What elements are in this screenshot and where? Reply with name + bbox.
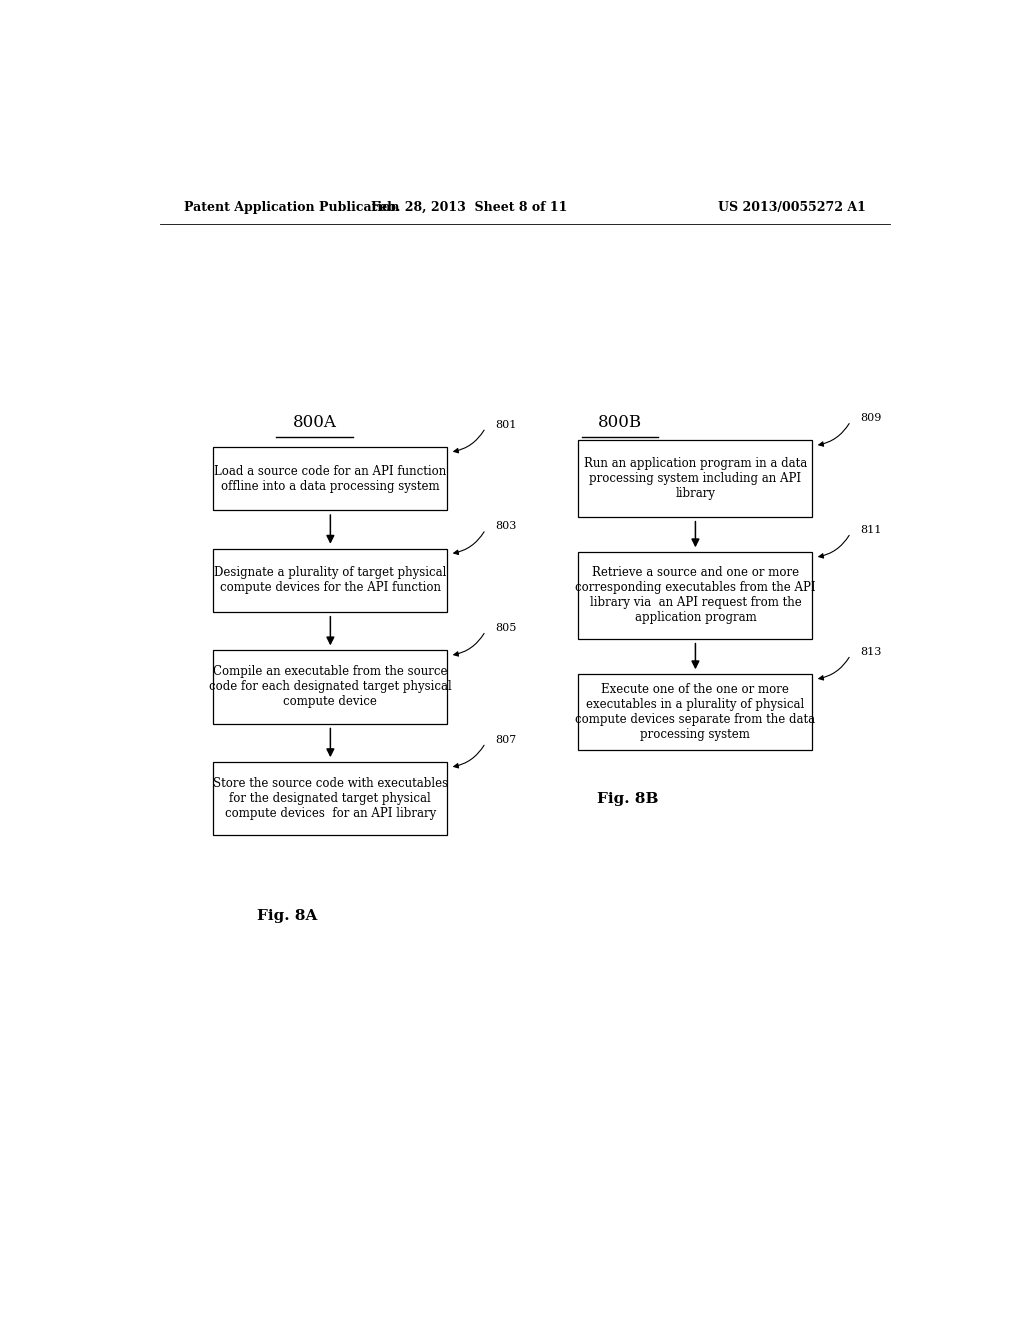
Text: 805: 805	[495, 623, 516, 634]
Bar	[579, 441, 812, 516]
Text: Compile an executable from the source
code for each designated target physical
c: Compile an executable from the source co…	[209, 665, 452, 709]
Text: Fig. 8A: Fig. 8A	[257, 908, 316, 923]
Bar	[213, 651, 447, 723]
Text: 811: 811	[860, 525, 882, 535]
Text: 807: 807	[495, 735, 516, 744]
Text: Retrieve a source and one or more
corresponding executables from the API
library: Retrieve a source and one or more corres…	[575, 566, 816, 624]
Bar	[213, 762, 447, 836]
Text: US 2013/0055272 A1: US 2013/0055272 A1	[718, 201, 866, 214]
Text: Fig. 8B: Fig. 8B	[597, 792, 658, 805]
Text: Execute one of the one or more
executables in a plurality of physical
compute de: Execute one of the one or more executabl…	[575, 684, 815, 742]
Text: 809: 809	[860, 413, 882, 424]
Bar	[579, 675, 812, 751]
Text: Load a source code for an API function
offline into a data processing system: Load a source code for an API function o…	[214, 465, 446, 492]
Text: 800A: 800A	[293, 414, 337, 432]
Text: Store the source code with executables
for the designated target physical
comput: Store the source code with executables f…	[213, 777, 447, 820]
Text: 801: 801	[495, 420, 516, 430]
Text: 800B: 800B	[598, 414, 642, 432]
Bar	[213, 447, 447, 510]
Bar	[213, 549, 447, 611]
Text: Run an application program in a data
processing system including an API
library: Run an application program in a data pro…	[584, 457, 807, 500]
Text: Feb. 28, 2013  Sheet 8 of 11: Feb. 28, 2013 Sheet 8 of 11	[371, 201, 567, 214]
Text: Designate a plurality of target physical
compute devices for the API function: Designate a plurality of target physical…	[214, 566, 446, 594]
Text: 813: 813	[860, 647, 882, 657]
Text: 803: 803	[495, 521, 516, 532]
Bar	[579, 552, 812, 639]
Text: Patent Application Publication: Patent Application Publication	[183, 201, 399, 214]
